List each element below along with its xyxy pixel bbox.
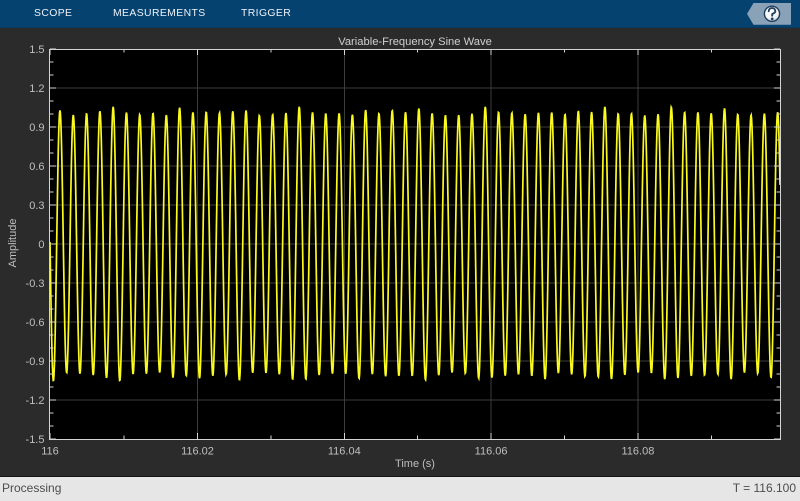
svg-text:0: 0 <box>38 239 44 251</box>
svg-text:Variable-Frequency Sine Wave: Variable-Frequency Sine Wave <box>338 36 492 48</box>
svg-text:Amplitude: Amplitude <box>7 219 19 268</box>
svg-text:0.3: 0.3 <box>29 200 44 212</box>
svg-text:1.2: 1.2 <box>29 83 44 95</box>
svg-text:-1.2: -1.2 <box>26 395 45 407</box>
svg-text:116.06: 116.06 <box>475 446 508 458</box>
svg-text:-0.6: -0.6 <box>26 317 45 329</box>
svg-text:116.08: 116.08 <box>621 446 654 458</box>
svg-text:116.02: 116.02 <box>181 446 214 458</box>
svg-text:116: 116 <box>41 446 59 458</box>
svg-text:Time (s): Time (s) <box>395 458 435 470</box>
svg-text:1.5: 1.5 <box>29 44 44 56</box>
svg-text:-0.3: -0.3 <box>26 278 45 290</box>
svg-text:0.9: 0.9 <box>29 122 44 134</box>
svg-text:116.04: 116.04 <box>328 446 361 458</box>
svg-text:-1.5: -1.5 <box>26 434 45 446</box>
svg-text:0.6: 0.6 <box>29 161 44 173</box>
svg-text:-0.9: -0.9 <box>26 356 45 368</box>
